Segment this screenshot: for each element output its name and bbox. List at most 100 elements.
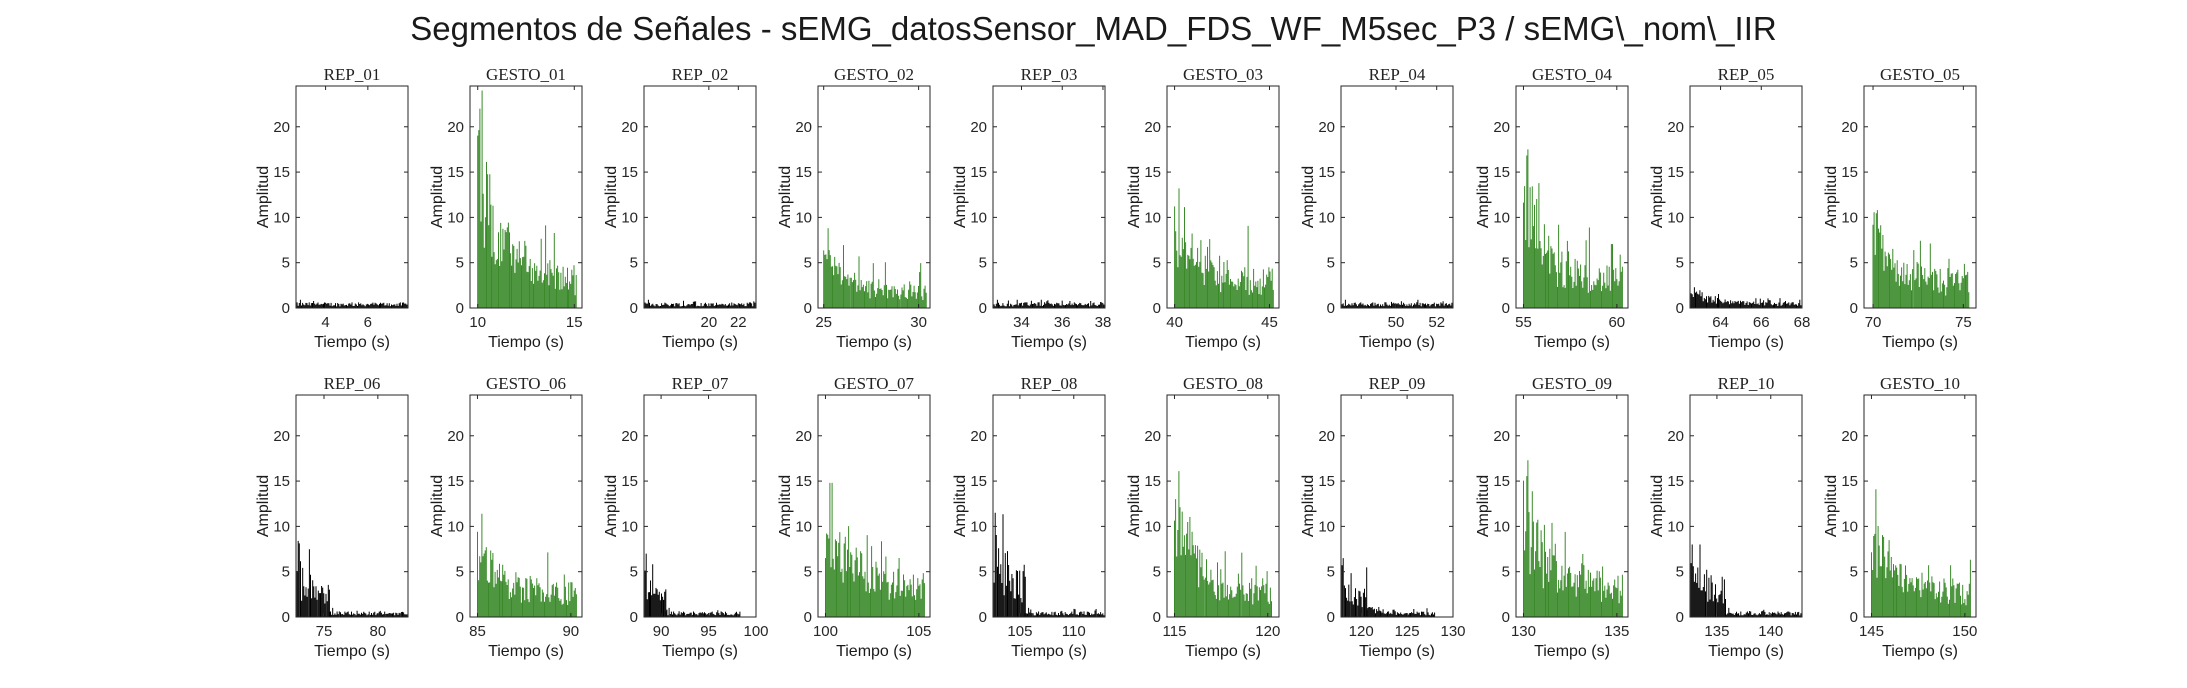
x-tick-label-15-110: 110 — [1062, 623, 1086, 640]
x-axis-label-4: Tiempo (s) — [836, 334, 912, 351]
panel-title-20: GESTO_10 — [1880, 374, 1960, 393]
y-tick-label-9-10: 10 — [1667, 209, 1684, 226]
x-tick-label-10-75: 75 — [1955, 314, 1972, 331]
x-axis-label-1: Tiempo (s) — [314, 334, 390, 351]
x-tick-label-6-40: 40 — [1166, 314, 1183, 331]
axes-frame-15 — [992, 394, 1106, 618]
y-axis-label-17: Amplitud — [1300, 475, 1317, 537]
panel-title-5: REP_03 — [1021, 65, 1078, 84]
y-tick-label-5-10: 10 — [970, 209, 987, 226]
y-tick-label-18-0: 0 — [1502, 609, 1510, 626]
x-axis-label-3: Tiempo (s) — [662, 334, 738, 351]
y-tick-label-9-5: 5 — [1676, 255, 1684, 272]
x-tick-label-9-66: 66 — [1753, 314, 1770, 331]
x-tick-label-1-6: 6 — [364, 314, 372, 331]
y-tick-label-7-10: 10 — [1318, 209, 1335, 226]
x-tick-label-5-34: 34 — [1013, 314, 1030, 331]
x-tick-label-13-100: 100 — [743, 623, 768, 640]
y-axis-label-4: Amplitud — [777, 166, 794, 228]
x-tick-label-11-75: 75 — [316, 623, 333, 640]
x-tick-label-16-120: 120 — [1255, 623, 1280, 640]
y-tick-label-9-20: 20 — [1667, 119, 1684, 136]
x-tick-label-11-80: 80 — [370, 623, 387, 640]
signal-trace-rep-9-1 — [1689, 287, 1803, 308]
y-tick-label-3-5: 5 — [630, 255, 638, 272]
x-axis-label-14: Tiempo (s) — [836, 643, 912, 660]
signal-trace-gesto-10-1 — [1872, 210, 1970, 308]
y-tick-label-10-20: 20 — [1841, 119, 1858, 136]
y-tick-label-8-10: 10 — [1493, 209, 1510, 226]
y-tick-label-4-15: 15 — [795, 164, 812, 181]
y-tick-label-1-10: 10 — [273, 209, 290, 226]
y-tick-label-16-0: 0 — [1153, 609, 1161, 626]
y-tick-label-9-0: 0 — [1676, 300, 1684, 317]
signal-trace-gesto-20-1 — [1871, 489, 1971, 617]
x-tick-label-2-10: 10 — [469, 314, 486, 331]
y-tick-label-10-15: 15 — [1841, 164, 1858, 181]
panel-title-19: REP_10 — [1718, 374, 1775, 393]
y-tick-label-12-15: 15 — [447, 473, 464, 490]
panel-title-13: REP_07 — [672, 374, 729, 393]
y-tick-label-7-5: 5 — [1327, 255, 1335, 272]
x-tick-label-16-115: 115 — [1163, 623, 1187, 640]
panel-title-9: REP_05 — [1718, 65, 1775, 84]
x-axis-label-10: Tiempo (s) — [1882, 334, 1958, 351]
x-axis-label-2: Tiempo (s) — [488, 334, 564, 351]
y-tick-label-7-15: 15 — [1318, 164, 1335, 181]
y-tick-label-4-0: 0 — [804, 300, 812, 317]
x-axis-label-16: Tiempo (s) — [1185, 643, 1261, 660]
y-tick-label-3-20: 20 — [621, 119, 638, 136]
y-tick-label-6-10: 10 — [1144, 209, 1161, 226]
y-tick-label-3-10: 10 — [621, 209, 638, 226]
x-axis-label-6: Tiempo (s) — [1185, 334, 1261, 351]
panel-title-7: REP_04 — [1369, 65, 1426, 84]
signal-trace-rep-13-1 — [643, 553, 667, 617]
x-tick-label-15-105: 105 — [1007, 623, 1032, 640]
y-tick-label-13-15: 15 — [621, 473, 638, 490]
y-tick-label-1-15: 15 — [273, 164, 290, 181]
y-tick-label-12-0: 0 — [456, 609, 464, 626]
axes-frame-5 — [992, 85, 1106, 309]
y-tick-label-10-5: 5 — [1850, 255, 1858, 272]
x-axis-label-9: Tiempo (s) — [1708, 334, 1784, 351]
axes-frame-12 — [469, 394, 583, 618]
x-axis-label-18: Tiempo (s) — [1534, 643, 1610, 660]
figure-title: Segmentos de Señales - sEMG_datosSensor_… — [410, 10, 1777, 47]
y-tick-label-5-5: 5 — [979, 255, 987, 272]
x-axis-label-19: Tiempo (s) — [1708, 643, 1784, 660]
x-tick-label-10-70: 70 — [1865, 314, 1882, 331]
axes-frame-2 — [469, 85, 583, 309]
y-tick-label-15-5: 5 — [979, 564, 987, 581]
y-tick-label-13-0: 0 — [630, 609, 638, 626]
x-tick-label-12-90: 90 — [562, 623, 579, 640]
y-tick-label-17-0: 0 — [1327, 609, 1335, 626]
panel-title-11: REP_06 — [324, 374, 381, 393]
panel-title-3: REP_02 — [672, 65, 729, 84]
x-tick-label-12-85: 85 — [469, 623, 486, 640]
x-axis-label-13: Tiempo (s) — [662, 643, 738, 660]
x-tick-label-18-130: 130 — [1511, 623, 1536, 640]
y-axis-label-1: Amplitud — [255, 166, 272, 228]
y-tick-label-19-5: 5 — [1676, 564, 1684, 581]
y-tick-label-12-20: 20 — [447, 428, 464, 445]
y-tick-label-10-0: 0 — [1850, 300, 1858, 317]
axes-frame-8 — [1515, 85, 1629, 309]
x-tick-label-19-140: 140 — [1758, 623, 1783, 640]
signal-trace-rep-15-2 — [1024, 607, 1106, 617]
panel-title-8: GESTO_04 — [1532, 65, 1612, 84]
x-tick-label-9-68: 68 — [1794, 314, 1811, 331]
y-tick-label-17-10: 10 — [1318, 518, 1335, 535]
axes-frame-16 — [1166, 394, 1280, 618]
y-tick-label-14-10: 10 — [795, 518, 812, 535]
x-tick-label-5-36: 36 — [1054, 314, 1071, 331]
signal-trace-rep-11-1 — [295, 540, 330, 617]
y-tick-label-20-20: 20 — [1841, 428, 1858, 445]
y-tick-label-8-15: 15 — [1493, 164, 1510, 181]
x-tick-label-20-150: 150 — [1952, 623, 1977, 640]
y-tick-label-11-10: 10 — [273, 518, 290, 535]
signal-trace-rep-17-1 — [1340, 558, 1368, 617]
y-tick-label-20-5: 5 — [1850, 564, 1858, 581]
signal-trace-gesto-8-1 — [1523, 149, 1623, 308]
x-tick-label-13-90: 90 — [653, 623, 670, 640]
